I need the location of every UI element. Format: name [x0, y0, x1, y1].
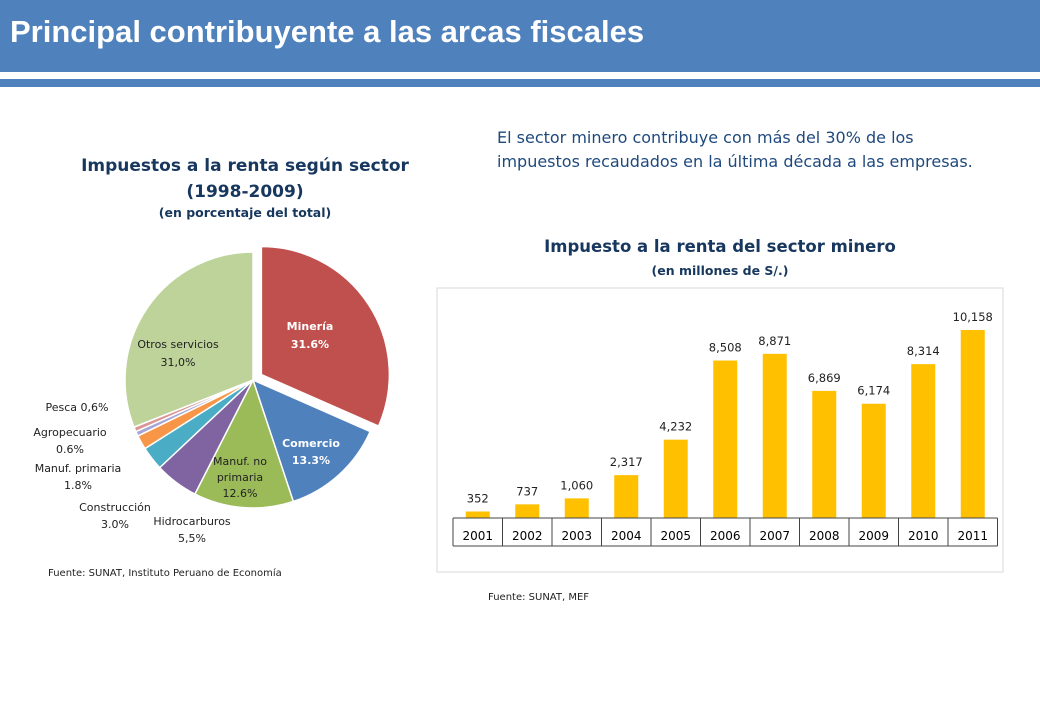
bar-2010: [911, 364, 936, 518]
x-tick-label-2009: 2009: [858, 529, 889, 543]
bar-2007: [762, 353, 787, 518]
x-tick-label-2008: 2008: [809, 529, 840, 543]
bar-value-label-2011: 10,158: [953, 310, 993, 324]
pie-label-hidrocarburos: Hidrocarburos 5,5%: [153, 515, 231, 545]
pie-chart-title: Impuestos a la renta según sector (1998-…: [60, 153, 430, 205]
bar-2002: [515, 504, 540, 518]
bar-2004: [614, 475, 639, 518]
x-tick-label-2006: 2006: [710, 529, 741, 543]
pie-slice-otros-servicios: [124, 251, 254, 429]
x-tick-label-2007: 2007: [759, 529, 790, 543]
bar-value-label-2006: 8,508: [709, 341, 742, 355]
bar-value-label-2001: 352: [467, 491, 489, 505]
pie-chart-source: Fuente: SUNAT, Instituto Peruano de Econ…: [48, 568, 282, 579]
pie-label-comercio: Comercio 13.3%: [282, 437, 340, 467]
bar-chart-title: Impuesto a la renta del sector minero: [544, 237, 896, 256]
pie-chart-subtitle: (en porcentaje del total): [158, 205, 332, 220]
pie-label-mineria: Minería 31.6%: [287, 320, 334, 351]
x-tick-label-2005: 2005: [660, 529, 691, 543]
page-title: Principal contribuyente a las arcas fisc…: [10, 14, 645, 49]
pie-label-otros-servicios: Otros servicios 31,0%: [137, 338, 219, 369]
bar-value-label-2002: 737: [516, 484, 538, 498]
bar-2009: [861, 403, 886, 518]
pie-slice-comercio: [251, 378, 372, 503]
intro-text: El sector minero contribuye con más del …: [497, 128, 973, 171]
x-tick-label-2002: 2002: [512, 529, 543, 543]
bar-chart-source: Fuente: SUNAT, MEF: [488, 592, 590, 603]
pie-chart-title-line2: (1998-2009): [186, 182, 304, 202]
bar-2003: [564, 498, 589, 518]
bar-chart-subtitle: (en millones de S/.): [651, 263, 789, 278]
pie-label-manuf-no-primaria: Manuf. no primaria 12.6%: [213, 455, 267, 500]
x-tick-label-2011: 2011: [957, 529, 988, 543]
bar-2011: [960, 330, 985, 518]
x-tick-label-2001: 2001: [462, 529, 493, 543]
bar-value-label-2003: 1,060: [560, 478, 593, 492]
bar-value-label-2005: 4,232: [659, 420, 692, 434]
bar-value-label-2010: 8,314: [907, 344, 940, 358]
bar-value-label-2007: 8,871: [758, 334, 791, 348]
bar-value-label-2004: 2,317: [610, 455, 643, 469]
bar-chart-frame: [436, 287, 1004, 573]
pie-slice-mineria: [260, 245, 391, 428]
bar-2001: [465, 511, 490, 518]
x-tick-label-2010: 2010: [908, 529, 939, 543]
pie-label-agropecuario: Agropecuario 0.6%: [33, 426, 107, 456]
bar-2006: [713, 360, 738, 518]
bar-2008: [812, 390, 837, 518]
bar-value-label-2009: 6,174: [857, 384, 890, 398]
header-divider: [0, 79, 1040, 87]
bar-value-label-2008: 6,869: [808, 371, 841, 385]
bar-2005: [663, 439, 688, 518]
pie-chart-title-line1: Impuestos a la renta según sector: [81, 156, 409, 176]
pie-label-manuf-primaria: Manuf. primaria 1.8%: [35, 462, 122, 492]
pie-label-pesca: Pesca 0,6%: [46, 401, 109, 414]
x-tick-label-2004: 2004: [611, 529, 642, 543]
header-bar: Principal contribuyente a las arcas fisc…: [0, 0, 1040, 72]
pie-slice-manuf-no-primaria: [193, 378, 295, 509]
x-tick-label-2003: 2003: [561, 529, 592, 543]
pie-label-construccion: Construcción 3.0%: [79, 501, 151, 531]
